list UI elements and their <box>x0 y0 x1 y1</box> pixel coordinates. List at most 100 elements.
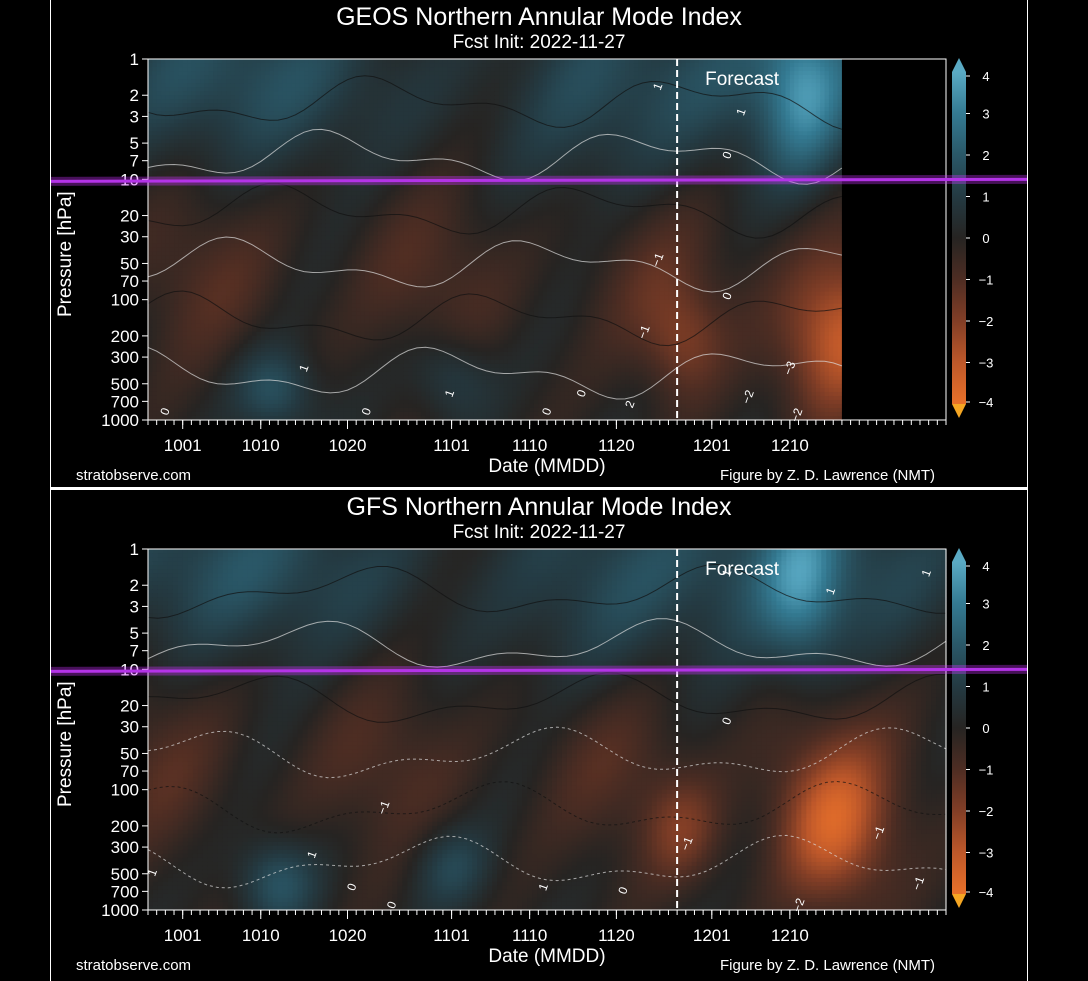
heatmap-cell <box>325 339 331 345</box>
heatmap-cell <box>364 279 370 285</box>
heatmap-cell <box>174 307 179 313</box>
heatmap-cell <box>178 95 184 100</box>
heatmap-cell <box>330 367 336 373</box>
heatmap-cell <box>265 347 271 353</box>
heatmap-cell <box>169 311 175 317</box>
heatmap-cell <box>386 107 392 112</box>
heatmap-cell <box>187 199 192 204</box>
heatmap-cell <box>282 347 288 353</box>
heatmap-cell <box>161 111 166 116</box>
heatmap-cell <box>273 203 279 209</box>
heatmap-cell <box>269 311 275 317</box>
heatmap-cell <box>360 183 366 188</box>
heatmap-cell <box>373 79 379 84</box>
heatmap-cell <box>161 331 166 337</box>
heatmap-cell <box>217 203 223 209</box>
heatmap-cell <box>165 95 171 100</box>
heatmap-cell <box>295 79 301 84</box>
heatmap-cell <box>347 319 353 325</box>
heatmap-cell <box>204 299 210 305</box>
heatmap-cell <box>377 383 383 389</box>
heatmap-cell <box>321 107 327 112</box>
heatmap-cell <box>217 119 223 124</box>
heatmap-cell <box>161 303 166 309</box>
heatmap-cell <box>152 299 158 305</box>
heatmap-cell <box>377 211 383 217</box>
heatmap-cell <box>191 75 197 80</box>
heatmap-cell <box>226 71 232 76</box>
heatmap-cell <box>299 139 305 144</box>
heatmap-cell <box>174 59 179 64</box>
heatmap-cell <box>377 223 383 229</box>
heatmap-cell <box>208 111 214 116</box>
heatmap-cell <box>321 359 327 365</box>
heatmap-cell <box>243 295 249 301</box>
heatmap-cell <box>165 375 171 381</box>
heatmap-cell <box>213 103 218 108</box>
heatmap-cell <box>278 239 284 245</box>
heatmap-cell <box>347 243 353 249</box>
heatmap-cell <box>347 323 353 329</box>
heatmap-cell <box>204 387 210 393</box>
heatmap-cell <box>286 319 292 325</box>
heatmap-cell <box>299 371 305 377</box>
heatmap-cell <box>351 407 357 413</box>
heatmap-cell <box>317 359 323 365</box>
heatmap-cell <box>343 59 349 64</box>
heatmap-cell <box>330 123 336 128</box>
heatmap-cell <box>260 299 266 305</box>
heatmap-cell <box>200 199 205 204</box>
heatmap-cell <box>265 159 271 164</box>
heatmap-cell <box>382 331 388 337</box>
heatmap-cell <box>273 187 279 192</box>
heatmap-cell <box>191 71 197 76</box>
heatmap-cell <box>334 139 340 144</box>
heatmap-cell <box>217 103 223 108</box>
heatmap-cell <box>356 99 362 104</box>
heatmap-cell <box>195 115 201 120</box>
heatmap-cell <box>213 203 218 209</box>
heatmap-cell <box>221 151 227 156</box>
heatmap-cell <box>317 415 323 421</box>
heatmap-cell <box>208 71 214 76</box>
heatmap-cell <box>191 159 197 164</box>
heatmap-cell <box>247 215 253 221</box>
heatmap-cell <box>226 63 232 68</box>
heatmap-cell <box>178 159 184 164</box>
heatmap-cell <box>325 375 331 381</box>
heatmap-cell <box>230 251 236 257</box>
heatmap-cell <box>156 123 162 128</box>
heatmap-cell <box>247 235 253 241</box>
heatmap-cell <box>217 175 223 180</box>
heatmap-cell <box>360 231 366 237</box>
heatmap-cell <box>208 59 214 64</box>
heatmap-cell <box>317 207 323 213</box>
heatmap-cell <box>200 295 205 301</box>
heatmap-cell <box>161 75 166 80</box>
heatmap-cell <box>200 403 205 409</box>
heatmap-cell <box>278 371 284 377</box>
heatmap-cell <box>169 115 175 120</box>
heatmap-cell <box>312 167 318 172</box>
heatmap-cell <box>161 363 166 369</box>
heatmap-cell <box>204 91 210 96</box>
heatmap-cell <box>330 263 336 269</box>
heatmap-cell <box>330 111 336 116</box>
heatmap-cell <box>239 207 245 213</box>
heatmap-cell <box>252 351 258 357</box>
heatmap-cell <box>269 295 275 301</box>
heatmap-cell <box>286 247 292 253</box>
heatmap-cell <box>178 107 184 112</box>
heatmap-cell <box>338 143 344 148</box>
heatmap-cell <box>260 391 266 397</box>
heatmap-cell <box>334 135 340 140</box>
heatmap-cell <box>152 315 158 321</box>
heatmap-cell <box>334 407 340 413</box>
heatmap-cell <box>221 71 227 76</box>
heatmap-cell <box>252 151 258 156</box>
heatmap-cell <box>239 319 245 325</box>
heatmap-cell <box>334 223 340 229</box>
heatmap-cell <box>295 311 301 317</box>
heatmap-cell <box>148 87 153 92</box>
heatmap-cell <box>260 255 266 261</box>
